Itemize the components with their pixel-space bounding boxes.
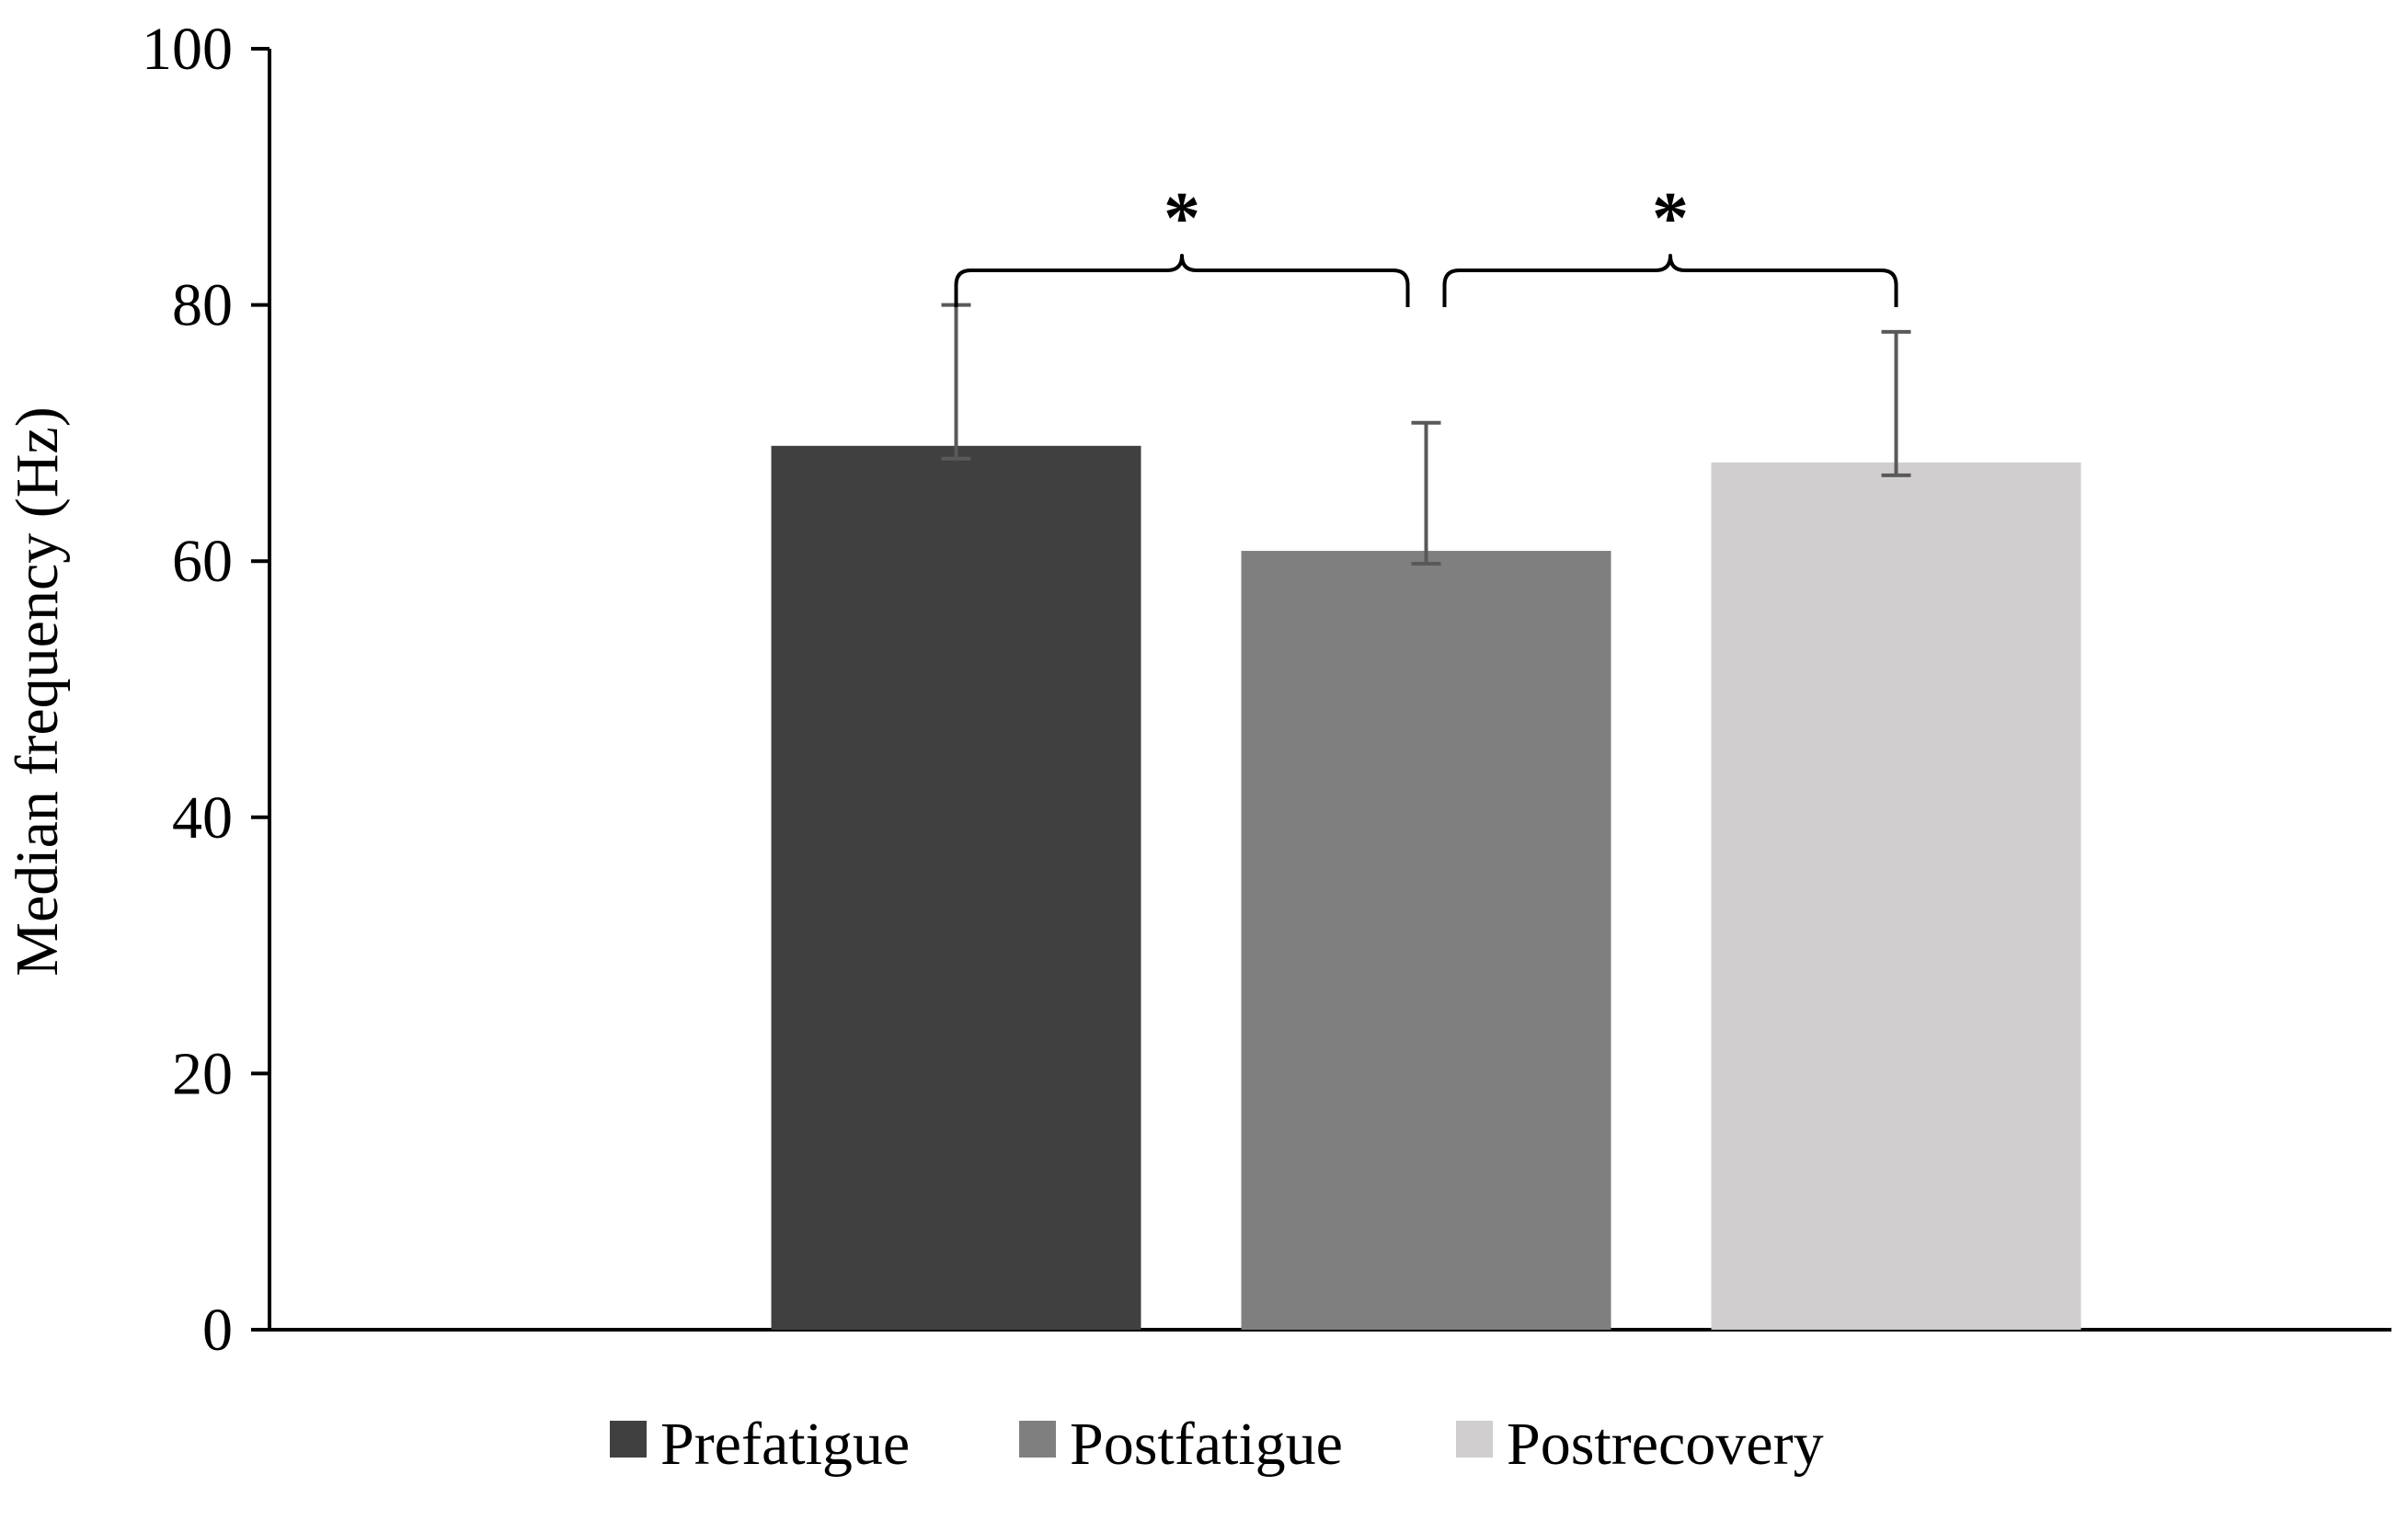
y-tick-label: 60 (172, 528, 233, 595)
bar (771, 445, 1141, 1331)
significance-star: * (1164, 178, 1200, 259)
y-tick-label: 100 (142, 16, 233, 83)
legend-swatch (610, 1421, 647, 1458)
legend-label: Postrecovery (1507, 1411, 1824, 1478)
y-tick-label: 0 (202, 1297, 233, 1364)
bar (1711, 462, 2081, 1331)
significance-brackets: * * (954, 178, 1898, 307)
legend-label: Postfatigue (1070, 1411, 1343, 1478)
legend-label: Prefatigue (660, 1411, 910, 1478)
significance-star: * (1652, 178, 1689, 259)
y-axis-title: Median frequency (Hz) (4, 406, 71, 976)
axes: 0 20 40 60 80 100 (142, 16, 2391, 1364)
y-tick-label: 40 (172, 784, 233, 852)
significance-bracket (1442, 253, 1898, 307)
bar (1241, 551, 1611, 1330)
y-tick-label: 20 (172, 1040, 233, 1107)
bars (771, 445, 2081, 1331)
error-bars (941, 303, 1911, 566)
legend: Prefatigue Postfatigue Postrecovery (610, 1411, 1824, 1478)
legend-swatch (1456, 1421, 1493, 1458)
y-tick-label: 80 (172, 272, 233, 339)
significance-bracket (954, 253, 1410, 307)
legend-swatch (1019, 1421, 1056, 1458)
